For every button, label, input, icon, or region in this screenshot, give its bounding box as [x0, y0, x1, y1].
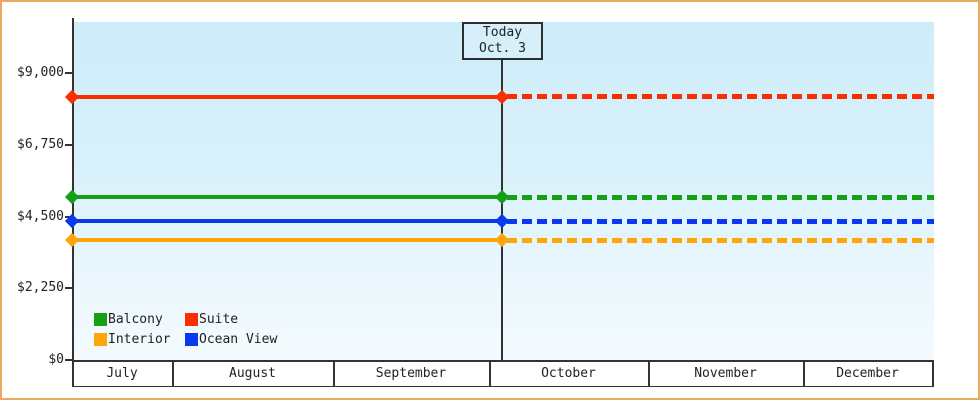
month-label: December — [836, 366, 899, 381]
legend: Balcony Suite Interior Ocean View — [94, 313, 277, 346]
y-tick-label: $9,000 — [17, 65, 64, 80]
series-line-dashed-balcony — [502, 194, 934, 200]
month-separator — [72, 360, 74, 387]
series-line-dashed-interior — [502, 237, 934, 243]
legend-item: Ocean View — [185, 333, 277, 346]
y-tick-label: $4,500 — [17, 208, 64, 224]
today-annotation: Today Oct. 3 — [462, 22, 543, 60]
legend-label: Suite — [199, 312, 239, 327]
today-annotation-label: Today — [482, 25, 523, 40]
month-separator — [648, 360, 651, 387]
y-tick-mark — [65, 72, 73, 74]
y-tick-label: $6,750 — [17, 136, 64, 152]
y-tick-label: $0 — [48, 352, 64, 367]
month-label: October — [541, 366, 596, 381]
y-tick-mark — [65, 359, 73, 361]
month-band-bottom-line — [72, 386, 934, 387]
legend-label: Ocean View — [199, 332, 278, 347]
legend-swatch-balcony — [94, 313, 107, 326]
legend-item: Interior — [94, 333, 185, 346]
month-separator — [172, 360, 175, 387]
month-label: September — [375, 366, 447, 381]
legend-label: Interior — [108, 332, 171, 347]
legend-label: Balcony — [108, 312, 163, 327]
legend-swatch-ocean-view — [185, 333, 198, 346]
month-label: November — [694, 366, 757, 381]
month-label: August — [229, 366, 276, 381]
series-line-solid-ocean-view — [74, 219, 503, 224]
today-annotation-date: Oct. 3 — [479, 41, 526, 56]
y-tick-mark — [65, 287, 73, 290]
series-line-solid-balcony — [74, 195, 503, 200]
month-separator — [333, 360, 335, 387]
legend-item: Balcony — [94, 313, 185, 326]
month-separator — [489, 360, 491, 387]
legend-item: Suite — [185, 313, 277, 326]
month-label: July — [106, 366, 138, 381]
y-axis-line — [72, 18, 74, 360]
month-separator — [803, 360, 805, 387]
legend-swatch-suite — [185, 313, 198, 326]
series-line-solid-interior — [74, 238, 503, 243]
series-line-dashed-suite — [502, 94, 934, 100]
x-axis-line — [72, 360, 934, 362]
y-tick-label: $2,250 — [17, 280, 64, 296]
today-marker-line — [501, 59, 503, 360]
series-line-solid-suite — [74, 94, 503, 99]
series-line-dashed-ocean-view — [502, 218, 934, 224]
legend-swatch-interior — [94, 333, 107, 346]
month-separator — [932, 360, 934, 387]
y-tick-mark — [65, 143, 73, 146]
